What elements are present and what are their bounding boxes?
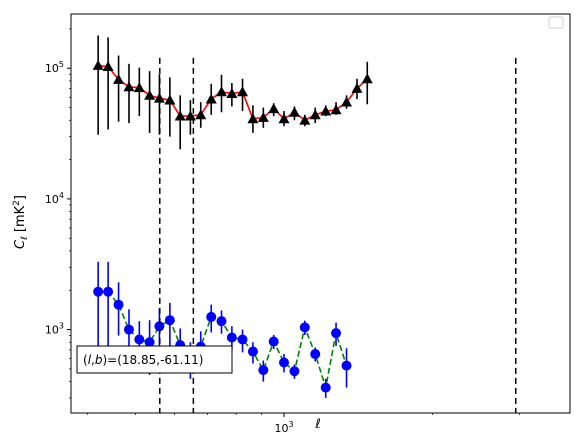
circle-marker-5 [144, 337, 155, 348]
triangle-marker-15 [247, 113, 259, 124]
triangle-marker-7 [164, 94, 176, 105]
triangle-marker-22 [320, 105, 332, 116]
circle-marker-16 [258, 365, 269, 376]
annotation-b: b [95, 353, 103, 367]
y-axis-label-sub: ℓ [20, 236, 30, 241]
circle-marker-21 [310, 349, 321, 360]
circle-marker-11 [206, 311, 217, 322]
circle-marker-19 [289, 366, 300, 377]
triangle-marker-1 [102, 61, 114, 71]
triangle-marker-3 [123, 81, 135, 92]
circle-marker-23 [331, 328, 342, 339]
triangle-marker-5 [144, 89, 156, 100]
y-tick-label: 105 [45, 60, 64, 75]
circle-marker-1 [103, 286, 114, 297]
annotation-text: )=(18.85,-61.11) [102, 353, 203, 367]
triangle-marker-12 [216, 86, 228, 97]
triangle-marker-13 [226, 88, 238, 98]
triangle-marker-8 [174, 110, 186, 121]
triangle-marker-14 [237, 86, 249, 97]
legend-box [548, 16, 564, 29]
triangle-marker-4 [133, 82, 145, 93]
circle-marker-14 [237, 334, 248, 345]
y-axis-label-main: C [13, 239, 28, 249]
triangle-marker-19 [288, 106, 300, 117]
triangle-marker-26 [361, 73, 373, 84]
svg-text:(l,b)=(18.85,-61.11): (l,b)=(18.85,-61.11) [83, 353, 203, 367]
triangle-marker-18 [278, 113, 290, 124]
circle-marker-18 [279, 357, 290, 368]
circle-marker-24 [341, 360, 352, 371]
annotation-box: (l,b)=(18.85,-61.11) [76, 345, 233, 374]
triangle-marker-23 [330, 104, 342, 115]
triangle-marker-16 [257, 111, 269, 122]
x-axis-label: ℓ [314, 417, 320, 432]
triangle-marker-11 [205, 93, 217, 104]
triangle-marker-10 [195, 109, 207, 120]
circle-marker-15 [247, 346, 258, 357]
annotation-frame [76, 345, 233, 374]
x-tick-label: 103 [274, 420, 293, 435]
y-axis-label: Cℓ [mK2] [12, 195, 30, 249]
triangle-marker-17 [268, 103, 280, 114]
annotation-l: l [88, 353, 92, 367]
circle-marker-2 [113, 299, 124, 310]
triangle-marker-6 [153, 92, 165, 103]
triangle-marker-20 [299, 114, 311, 125]
circle-marker-17 [268, 336, 279, 347]
y-axis-label-unit: [mK [13, 205, 28, 232]
triangle-marker-25 [351, 82, 363, 93]
circle-marker-3 [123, 324, 134, 335]
axes-frame [70, 13, 571, 414]
y-tick-label: 104 [45, 191, 64, 206]
circle-marker-20 [299, 322, 310, 333]
circle-marker-0 [93, 286, 104, 297]
triangle-marker-0 [92, 59, 104, 70]
y-tick-label: 103 [45, 322, 64, 337]
circle-marker-13 [226, 332, 237, 343]
circle-marker-6 [154, 321, 165, 332]
y-axis-label-unit-sup: 2 [12, 200, 22, 206]
triangle-marker-21 [309, 109, 321, 120]
circle-marker-22 [320, 382, 331, 393]
triangle-marker-2 [113, 73, 125, 84]
y-axis-label-unit-close: ] [13, 195, 28, 200]
triangle-marker-24 [341, 96, 353, 107]
circle-marker-12 [216, 316, 227, 327]
circle-marker-7 [164, 315, 175, 326]
svg-text:Cℓ [mK2]: Cℓ [mK2] [12, 195, 30, 249]
circle-marker-4 [134, 334, 145, 345]
